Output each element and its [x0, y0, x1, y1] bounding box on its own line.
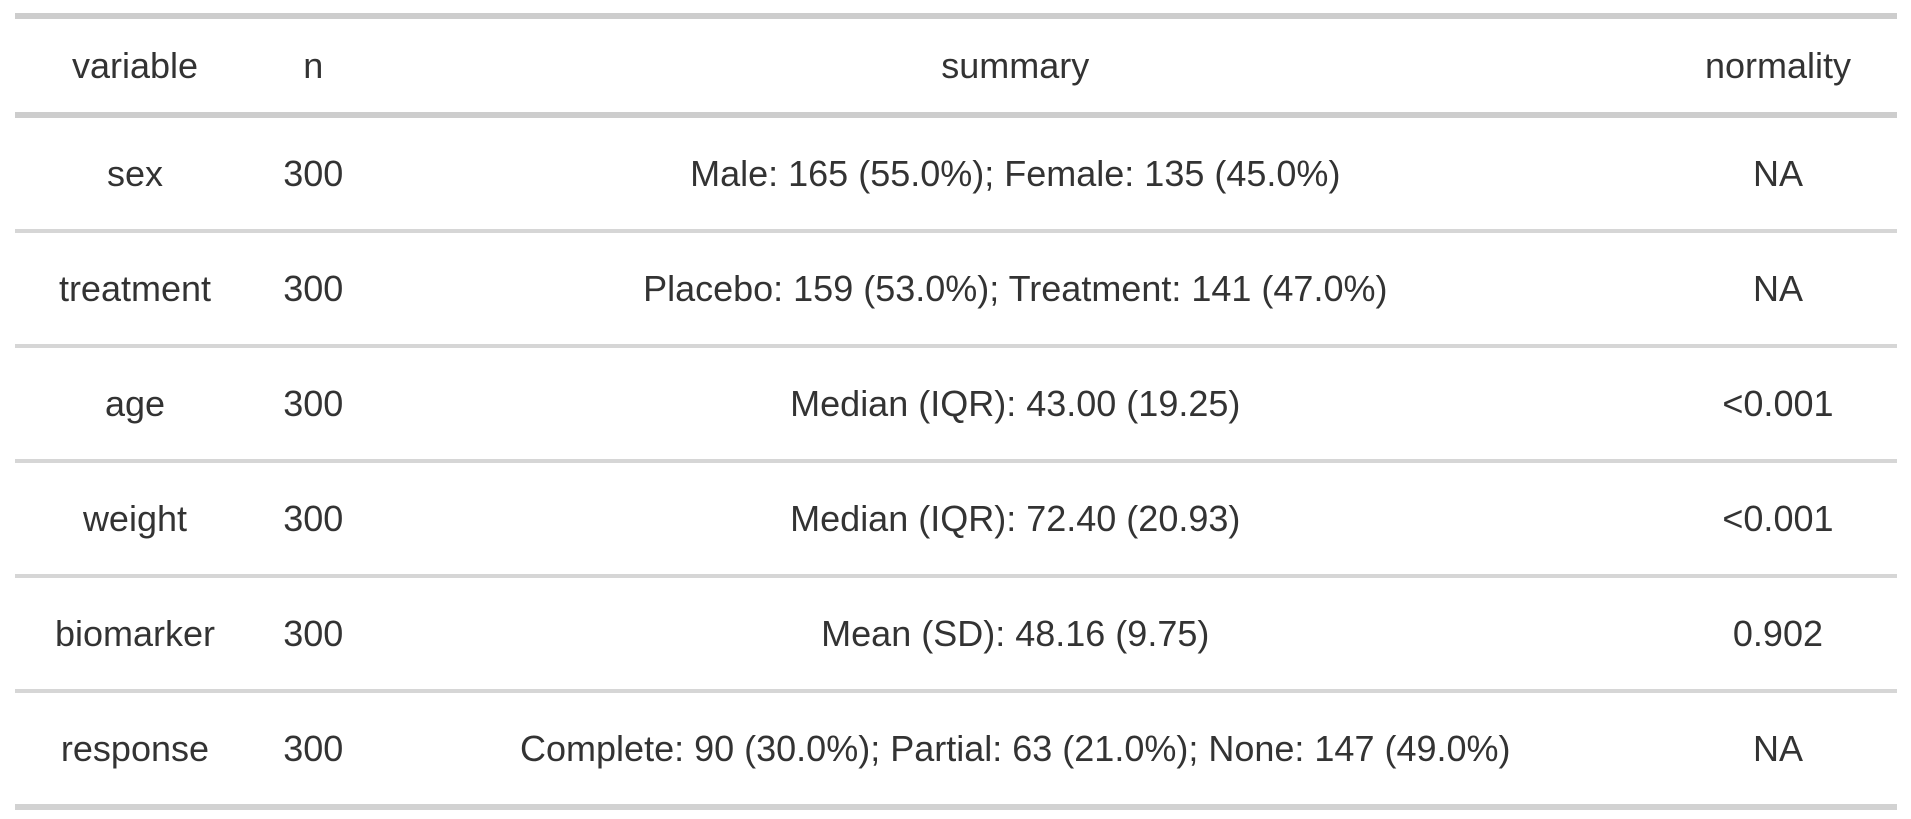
cell-variable: sex	[106, 153, 163, 194]
cell-normality: NA	[1658, 689, 1897, 807]
cell-n: 300	[254, 459, 372, 576]
cell-summary: Male: 165 (55.0%); Female: 135 (45.0%)	[690, 153, 1341, 194]
cell-variable: age	[15, 344, 255, 461]
column-header-summary: summary	[371, 16, 1659, 118]
cell-summary: Median (IQR): 43.00 (19.25)	[371, 344, 1659, 461]
cell-variable: treatment	[15, 229, 255, 346]
cell-n: 300	[254, 229, 372, 346]
table-row: sex 300 Male: 165 (55.0%); Female: 135 (…	[15, 115, 1897, 231]
cell-summary: Mean (SD): 48.16 (9.75)	[371, 574, 1659, 691]
table-row: age 300 Median (IQR): 43.00 (19.25) <0.0…	[15, 344, 1897, 461]
column-header-n: n	[254, 16, 372, 118]
cell-summary: Median (IQR): 72.40 (20.93)	[371, 459, 1659, 576]
cell-normality: 0.902	[1658, 574, 1897, 691]
cell-normality: <0.001	[1658, 344, 1897, 461]
table-row: biomarker 300 Mean (SD): 48.16 (9.75) 0.…	[15, 574, 1897, 691]
summary-statistics-table: variable n summary normality sex 300 Mal…	[15, 13, 1897, 810]
cell-normality: NA	[1658, 229, 1897, 346]
table-header-row: variable n summary normality	[15, 16, 1897, 118]
cell-variable: response	[15, 689, 255, 807]
table-row: weight 300 Median (IQR): 72.40 (20.93) <…	[15, 459, 1897, 576]
summary-table-container: variable n summary normality sex 300 Mal…	[15, 13, 1897, 810]
cell-variable: biomarker	[15, 574, 255, 691]
cell-normality: NA	[1752, 153, 1803, 194]
cell-n: 300	[283, 153, 344, 194]
cell-n: 300	[254, 689, 372, 807]
table-row: response 300 Complete: 90 (30.0%); Parti…	[15, 689, 1897, 807]
column-header-variable: variable	[15, 16, 255, 118]
cell-variable: weight	[15, 459, 255, 576]
cell-n: 300	[254, 344, 372, 461]
table-row: treatment 300 Placebo: 159 (53.0%); Trea…	[15, 229, 1897, 346]
cell-summary: Placebo: 159 (53.0%); Treatment: 141 (47…	[371, 229, 1659, 346]
cell-summary: Complete: 90 (30.0%); Partial: 63 (21.0%…	[371, 689, 1659, 807]
column-header-normality: normality	[1658, 16, 1897, 118]
cell-normality: <0.001	[1658, 459, 1897, 576]
cell-n: 300	[254, 574, 372, 691]
